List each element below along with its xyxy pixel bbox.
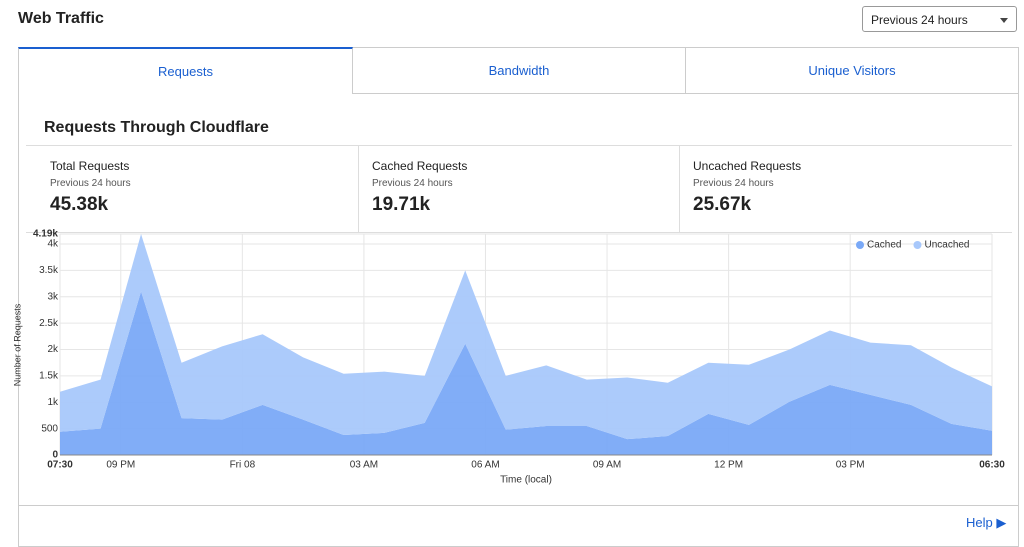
stat: Cached Requests Previous 24 hours 19.71k — [358, 145, 679, 233]
stat-period: Previous 24 hours — [50, 178, 131, 189]
range-select[interactable]: Previous 24 hours — [862, 6, 1017, 32]
x-tick-label: 12 PM — [714, 460, 743, 471]
y-tick-label: 3.5k — [39, 265, 59, 276]
section-title: Requests Through Cloudflare — [44, 119, 269, 136]
tab[interactable]: Requests — [18, 47, 353, 94]
stat: Total Requests Previous 24 hours 45.38k — [26, 145, 358, 233]
y-axis-label: Number of Requests — [12, 303, 22, 386]
page-title: Web Traffic — [18, 10, 104, 27]
caret — [1000, 18, 1008, 23]
legend-swatch — [913, 241, 922, 249]
stat-label: Uncached Requests — [693, 159, 802, 173]
area — [60, 234, 992, 440]
x-axis-label: Time (local) — [500, 475, 552, 486]
x-tick-label: 07:30 — [47, 460, 73, 471]
legend-label: Cached — [867, 240, 901, 251]
legend-label: Uncached — [924, 240, 969, 251]
help-link[interactable]: Help ▶ — [966, 515, 1007, 530]
x-tick-label: 06:30 — [979, 460, 1005, 471]
x-tick-label: Fri 08 — [230, 460, 256, 471]
y-tick-label: 4k — [47, 239, 59, 250]
stat-period: Previous 24 hours — [693, 178, 774, 189]
range-select-text: Previous 24 hours — [871, 13, 968, 27]
x-tick-label: 06 AM — [471, 460, 499, 471]
x-tick-label: 03 AM — [350, 460, 378, 471]
stat-value: 45.38k — [50, 194, 109, 215]
stat-period: Previous 24 hours — [372, 178, 453, 189]
card-footer — [19, 505, 1018, 506]
x-tick-label: 09 PM — [106, 460, 135, 471]
y-tick-label: 3k — [47, 291, 59, 302]
stat-label: Total Requests — [50, 159, 130, 173]
area — [60, 291, 992, 455]
x-tick-label: 03 PM — [836, 460, 865, 471]
stat-label: Cached Requests — [372, 159, 468, 173]
tab[interactable]: Unique Visitors — [686, 47, 1019, 94]
tab[interactable]: Bandwidth — [353, 47, 686, 94]
chart: Time (local) Number of Requests 0 500 1k 1.… — [12, 229, 1005, 486]
help-text: Help — [966, 515, 993, 530]
legend-swatch — [856, 241, 864, 249]
y-tick-label: 500 — [41, 423, 58, 434]
y-tick-label: 1k — [47, 397, 59, 408]
stat-value: 19.71k — [372, 194, 431, 215]
y-tick-label: 2.5k — [39, 318, 59, 329]
y-tick-label: 4.19k — [33, 229, 58, 240]
stat-value: 25.67k — [693, 194, 752, 215]
y-tick-label: 2k — [47, 344, 59, 355]
y-tick-label: 0 — [52, 450, 58, 461]
y-tick-label: 1.5k — [39, 371, 59, 382]
stat: Uncached Requests Previous 24 hours 25.67k — [679, 145, 1012, 233]
x-tick-label: 09 AM — [593, 460, 621, 471]
